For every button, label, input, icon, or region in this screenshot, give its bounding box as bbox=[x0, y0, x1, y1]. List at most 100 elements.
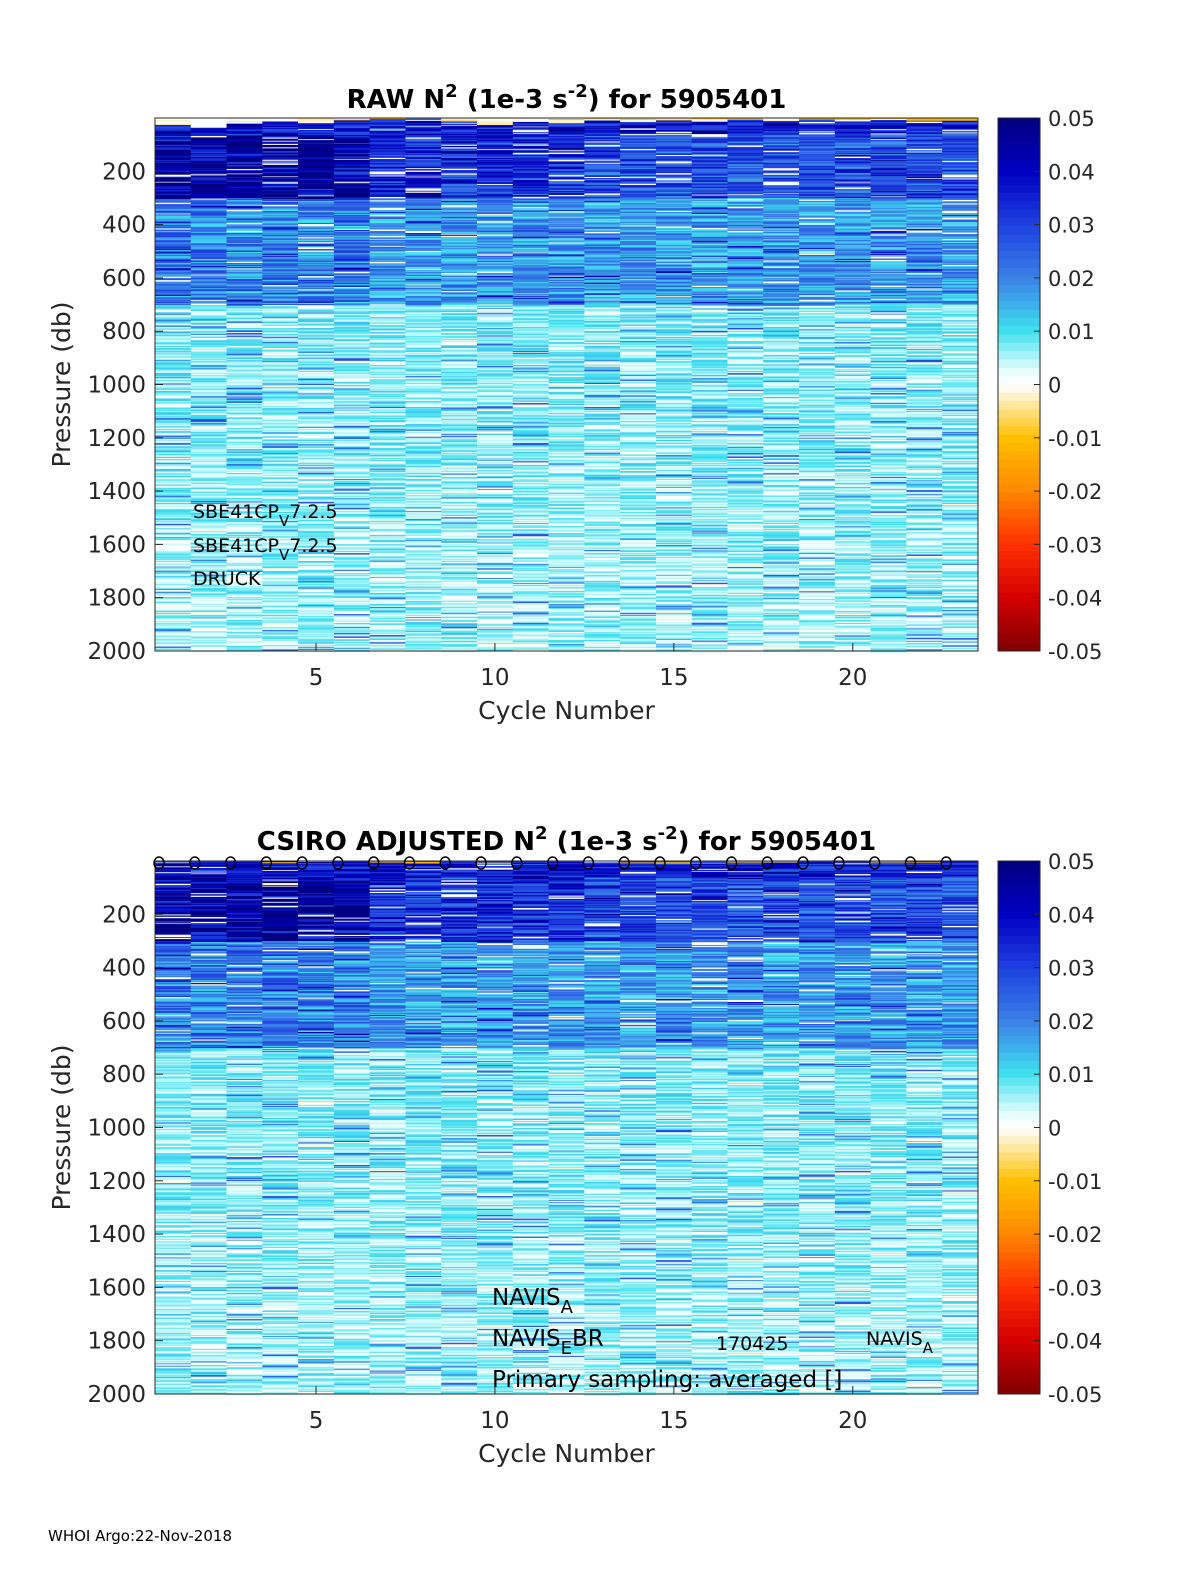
heatmap-cell bbox=[262, 175, 299, 177]
heatmap-cell bbox=[155, 240, 192, 243]
heatmap-cell bbox=[226, 254, 263, 256]
heatmap-cell bbox=[155, 184, 192, 186]
heatmap-cell bbox=[262, 230, 299, 232]
heatmap-cell bbox=[226, 530, 263, 533]
heatmap-cell bbox=[226, 615, 263, 617]
heatmap-cell bbox=[155, 165, 192, 167]
heatmap-cell bbox=[190, 244, 227, 247]
heatmap-cell bbox=[262, 188, 299, 191]
heatmap-cell bbox=[190, 389, 227, 391]
heatmap-cell bbox=[155, 324, 192, 326]
heatmap-cell bbox=[226, 536, 263, 538]
heatmap-cell bbox=[226, 443, 263, 445]
heatmap-cell bbox=[155, 168, 192, 171]
heatmap-cell bbox=[190, 512, 227, 515]
heatmap-cell bbox=[262, 154, 299, 156]
heatmap-cell bbox=[190, 418, 227, 421]
heatmap-cell bbox=[155, 416, 192, 418]
heatmap-cell bbox=[226, 236, 263, 239]
heatmap-cell bbox=[226, 641, 263, 644]
heatmap-cell bbox=[226, 321, 263, 324]
heatmap-cell bbox=[226, 215, 263, 217]
heatmap-cell bbox=[262, 161, 299, 163]
heatmap-cell bbox=[190, 619, 227, 621]
heatmap-cell bbox=[262, 191, 299, 193]
heatmap-cell bbox=[226, 118, 263, 120]
heatmap-cell bbox=[226, 366, 263, 368]
heatmap-cell bbox=[226, 190, 263, 192]
heatmap-cell bbox=[226, 577, 263, 579]
heatmap-cell bbox=[155, 561, 192, 563]
heatmap-cell bbox=[155, 587, 192, 590]
heatmap-cell bbox=[155, 314, 192, 317]
heatmap-cell bbox=[190, 302, 227, 304]
heatmap-cell bbox=[190, 428, 227, 431]
heatmap-cell bbox=[190, 135, 227, 138]
heatmap-cell bbox=[155, 369, 192, 371]
heatmap-cell bbox=[226, 352, 263, 354]
heatmap-cell bbox=[155, 566, 192, 568]
heatmap-cell bbox=[226, 516, 263, 518]
heatmap-cell bbox=[226, 364, 263, 366]
heatmap-cell bbox=[155, 295, 192, 298]
heatmap-cell bbox=[155, 436, 192, 439]
heatmap-cell bbox=[262, 141, 299, 144]
heatmap-cell bbox=[190, 264, 227, 266]
heatmap-cell bbox=[226, 473, 263, 475]
heatmap-cell bbox=[155, 569, 192, 571]
heatmap-cell bbox=[190, 165, 227, 167]
heatmap-cell bbox=[190, 333, 227, 336]
heatmap-cell bbox=[155, 438, 192, 441]
heatmap-cell bbox=[190, 264, 227, 267]
heatmap-cell bbox=[190, 535, 227, 538]
heatmap-cell bbox=[190, 409, 227, 412]
heatmap-cell bbox=[155, 636, 192, 638]
heatmap-cell bbox=[190, 348, 227, 351]
heatmap-cell bbox=[190, 427, 227, 429]
heatmap-cell bbox=[190, 600, 227, 602]
heatmap-cell bbox=[226, 600, 263, 603]
heatmap-cell bbox=[155, 609, 192, 612]
heatmap-cell bbox=[226, 235, 263, 237]
heatmap-cell bbox=[262, 142, 299, 145]
heatmap-cell bbox=[226, 426, 263, 429]
heatmap-cell bbox=[155, 499, 192, 502]
heatmap-cell bbox=[262, 134, 299, 137]
heatmap-cell bbox=[262, 232, 299, 234]
heatmap-cell bbox=[262, 178, 299, 180]
heatmap-cell bbox=[190, 395, 227, 397]
heatmap-cell bbox=[155, 525, 192, 528]
heatmap-cell bbox=[155, 485, 192, 488]
heatmap-cell bbox=[226, 216, 263, 219]
heatmap-cell bbox=[226, 634, 263, 637]
heatmap-cell bbox=[226, 201, 263, 204]
heatmap-cell bbox=[190, 432, 227, 434]
heatmap-cell bbox=[190, 545, 227, 547]
heatmap-cell bbox=[226, 335, 263, 338]
heatmap-cell bbox=[226, 296, 263, 298]
heatmap-cell bbox=[190, 604, 227, 606]
heatmap-cell bbox=[226, 513, 263, 516]
heatmap-cell bbox=[155, 388, 192, 391]
heatmap-cell bbox=[226, 172, 263, 174]
heatmap-cell bbox=[226, 499, 263, 501]
heatmap-cell bbox=[155, 354, 192, 357]
heatmap-cell bbox=[262, 124, 299, 127]
heatmap-cell bbox=[226, 265, 263, 268]
heatmap-cell bbox=[226, 360, 263, 362]
heatmap-cell bbox=[190, 272, 227, 274]
heatmap-cell bbox=[226, 257, 263, 259]
heatmap-cell bbox=[155, 268, 192, 271]
heatmap-cell bbox=[155, 300, 192, 303]
heatmap-cell bbox=[155, 330, 192, 332]
heatmap-cell bbox=[155, 305, 192, 308]
heatmap-cell bbox=[190, 594, 227, 597]
heatmap-cell bbox=[226, 557, 263, 559]
heatmap-cell bbox=[190, 521, 227, 523]
heatmap-cell bbox=[226, 397, 263, 399]
heatmap-cell bbox=[155, 278, 192, 280]
heatmap-cell bbox=[190, 118, 227, 121]
heatmap-cell bbox=[226, 619, 263, 622]
heatmap-cell bbox=[155, 325, 192, 328]
heatmap-cell bbox=[190, 317, 227, 319]
